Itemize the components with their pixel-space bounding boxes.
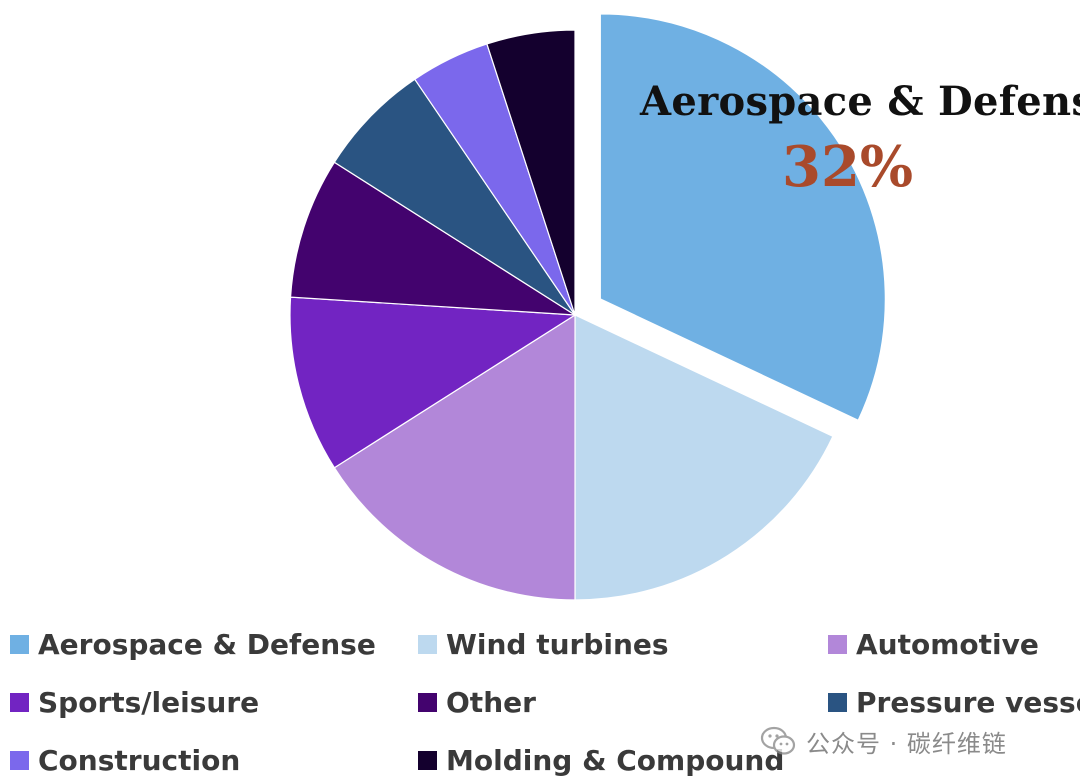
legend-label: Construction [38,743,241,777]
legend-swatch [10,634,29,654]
legend-item-other: Other [418,682,536,722]
pie-slice-automotive [333,313,576,601]
pie-chart-svg [289,13,886,601]
legend: Aerospace & Defense Wind turbines Automo… [0,618,1080,783]
legend-swatch [418,750,437,770]
pie-chart: Aerospace & Defense 32% [289,13,1080,601]
legend-label: Pressure vessel [856,685,1080,719]
legend-item-molding-compound: Molding & Compound [418,740,784,780]
legend-swatch [828,634,847,654]
pie-slice-sports-leisure [289,296,577,469]
legend-label: Aerospace & Defense [38,627,376,661]
legend-label: Wind turbines [446,627,669,661]
legend-label: Automotive [856,627,1039,661]
legend-item-construction: Construction [10,740,240,780]
legend-label: Sports/leisure [38,685,260,719]
legend-item-pressure-vessel: Pressure vessel [828,682,1080,722]
legend-swatch [418,634,437,654]
pie-slice-aerospace-defense [599,13,886,422]
legend-label: Other [446,685,536,719]
wechat-icon [760,726,796,755]
callout-label: Aerospace & Defense [640,78,1080,125]
legend-swatch [418,692,437,712]
legend-item-automotive: Automotive [828,624,1039,664]
legend-item-aerospace-defense: Aerospace & Defense [10,624,376,664]
legend-item-wind-turbines: Wind turbines [418,624,669,664]
watermark-text: 公众号 · 碳纤维链 [806,729,1007,758]
pie-slice-molding-compound [486,29,576,316]
legend-swatch [10,750,29,770]
pie-slice-wind-turbines [574,314,834,601]
legend-item-sports-leisure: Sports/leisure [10,682,259,722]
watermark: 公众号 · 碳纤维链 [760,724,1007,758]
pie-slice-other [289,161,576,316]
legend-swatch [828,692,847,712]
pie-slice-pressure-vessel [333,78,576,316]
legend-label: Molding & Compound [446,743,785,777]
legend-swatch [10,692,29,712]
callout-value: 32% [782,134,914,200]
